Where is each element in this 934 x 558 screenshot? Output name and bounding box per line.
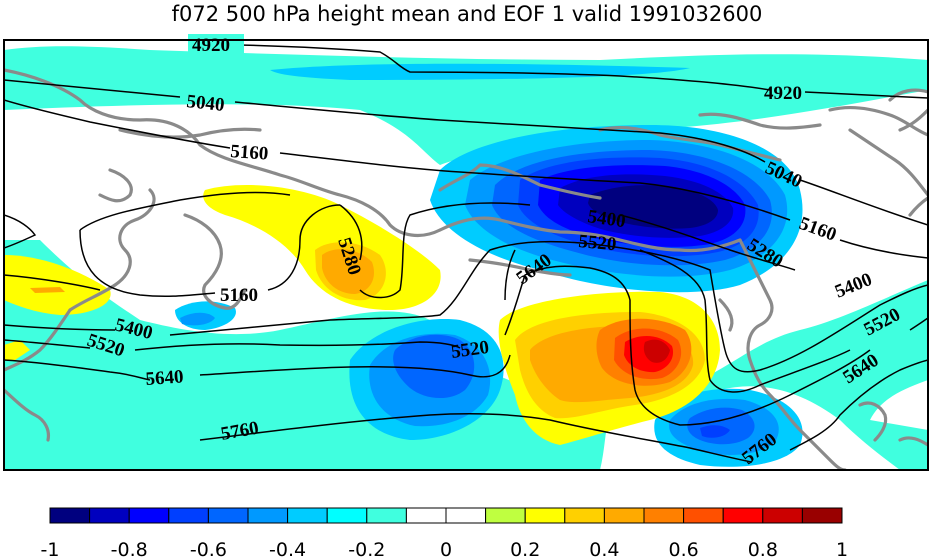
colorbar-box	[326, 507, 368, 524]
colorbar-box	[524, 507, 566, 524]
map-title: f072 500 hPa height mean and EOF 1 valid…	[171, 2, 763, 26]
colorbar-box	[49, 507, 91, 524]
colorbar-box	[762, 507, 803, 524]
contour-label-5160-c: 5160	[220, 285, 258, 306]
colorbar	[49, 507, 843, 524]
map-frame	[3, 39, 929, 471]
colorbar-box	[366, 507, 407, 524]
colorbar-tick-label: 0.6	[668, 539, 698, 558]
colorbar-box	[722, 507, 764, 524]
contour-label-5520-a: 5520	[578, 231, 618, 255]
colorbar-tick-label: 0.2	[510, 539, 540, 558]
colorbar-box	[564, 507, 605, 524]
colorbar-box	[168, 507, 209, 524]
colorbar-tick-label: -0.2	[348, 539, 385, 558]
colorbar-tick-label: -0.4	[269, 539, 306, 558]
contour-label-5520-c: 5520	[450, 337, 491, 363]
colorbar-box	[405, 507, 447, 524]
colorbar-box	[485, 507, 526, 524]
colorbar-box	[603, 507, 645, 524]
colorbar-tick-label: 0	[440, 539, 452, 558]
contour-label-5400-a: 5400	[586, 206, 627, 232]
colorbar-box	[287, 507, 328, 524]
colorbar-box	[128, 507, 170, 524]
colorbar-tick-labels: -1 -0.8 -0.6 -0.4 -0.2 0 0.2 0.4 0.6 0.8 1	[41, 539, 849, 558]
contour-label-5640-b: 5640	[145, 366, 184, 390]
colorbar-box	[643, 507, 685, 524]
colorbar-box	[801, 507, 843, 524]
colorbar-tick-label: 1	[836, 539, 848, 558]
colorbar-tick-label: -0.6	[190, 539, 227, 558]
colorbar-box	[247, 507, 289, 524]
contour-label-4920-b: 4920	[764, 83, 802, 104]
shaded-field	[4, 40, 928, 470]
colorbar-tick-label: 0.4	[589, 539, 619, 558]
colorbar-box	[89, 507, 130, 524]
colorbar-box	[683, 507, 724, 524]
colorbar-box	[445, 507, 487, 524]
contour-label-4920-a: 4920	[192, 35, 230, 56]
contours	[4, 43, 928, 463]
colorbar-box	[207, 507, 249, 524]
contour-label-5040-a: 5040	[185, 91, 225, 116]
contour-label-5160-a: 5160	[230, 141, 269, 165]
colorbar-tick-label: -1	[41, 539, 60, 558]
colorbar-tick-label: -0.8	[111, 539, 148, 558]
colorbar-tick-label: 0.8	[748, 539, 778, 558]
